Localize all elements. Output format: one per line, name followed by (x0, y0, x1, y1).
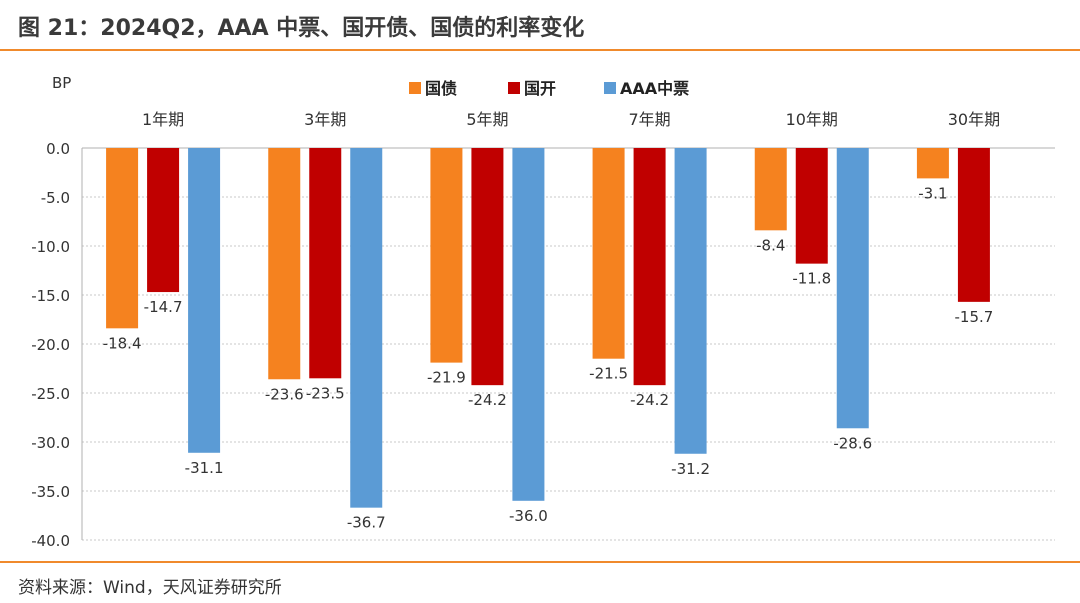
bar (795, 148, 828, 264)
bar (471, 148, 504, 386)
category-label: 7年期 (628, 110, 670, 129)
data-label: -31.2 (671, 460, 710, 478)
data-label: -36.7 (347, 514, 386, 532)
bar (592, 148, 625, 359)
bar (633, 148, 666, 386)
bar (836, 148, 869, 429)
source-note: 资料来源：Wind，天风证券研究所 (18, 578, 282, 598)
y-tick-label: -25.0 (31, 385, 70, 403)
y-tick-label: -15.0 (31, 287, 70, 305)
data-label: -36.0 (509, 507, 548, 525)
bar (916, 148, 949, 179)
data-label: -23.5 (306, 384, 345, 402)
y-tick-label: -35.0 (31, 483, 70, 501)
bar (674, 148, 707, 454)
bar (430, 148, 463, 363)
bar-chart: 0.0 -5.0 -10.0 -15.0 -20.0 -25.0 -30.0 -35.0 -40… (31, 74, 1055, 550)
category-label: 1年期 (142, 110, 184, 129)
data-label: -24.2 (468, 391, 507, 409)
data-label: -24.2 (630, 391, 669, 409)
category-label: 3年期 (304, 110, 346, 129)
data-label: -8.4 (756, 236, 785, 254)
category-label: 5年期 (466, 110, 508, 129)
data-label: -15.7 (955, 308, 994, 326)
legend-swatch (409, 82, 421, 94)
legend-swatch (604, 82, 616, 94)
data-label: -11.8 (792, 270, 831, 288)
legend-label: 国债 (425, 79, 457, 98)
data-label: -21.9 (427, 369, 466, 387)
legend-label: AAA中票 (620, 79, 689, 98)
bar (754, 148, 787, 231)
y-tick-label: -40.0 (31, 532, 70, 550)
data-label: -14.7 (144, 298, 183, 316)
data-label: -21.5 (589, 365, 628, 383)
data-label: -31.1 (185, 459, 224, 477)
bar (106, 148, 139, 329)
category-label: 10年期 (786, 110, 838, 129)
category-label: 30年期 (948, 110, 1000, 129)
y-tick-label: -20.0 (31, 336, 70, 354)
bar (512, 148, 545, 501)
data-label: -18.4 (103, 334, 142, 352)
legend-label: 国开 (524, 79, 556, 98)
legend-swatch (508, 82, 520, 94)
figure-title: 图 21：2024Q2，AAA 中票、国开债、国债的利率变化 (18, 16, 585, 41)
y-tick-label: -10.0 (31, 238, 70, 256)
data-label: -3.1 (918, 184, 947, 202)
bar (268, 148, 301, 380)
bar (957, 148, 990, 302)
bar (188, 148, 221, 453)
bar (147, 148, 180, 293)
data-label: -28.6 (833, 434, 872, 452)
data-label: -23.6 (265, 385, 304, 403)
bottom-divider (0, 561, 1080, 563)
bar (350, 148, 383, 508)
top-divider (0, 49, 1080, 51)
y-tick-label: -5.0 (41, 189, 70, 207)
y-tick-label: -30.0 (31, 434, 70, 452)
y-tick-label: 0.0 (46, 140, 70, 158)
y-axis-label: BP (52, 74, 71, 92)
bar (309, 148, 342, 379)
